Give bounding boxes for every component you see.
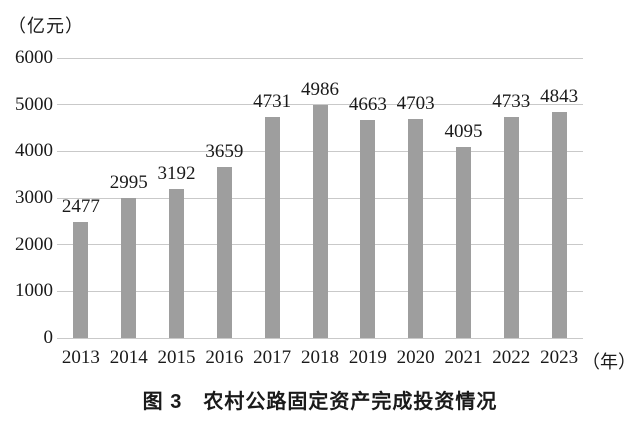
bar-2022	[503, 117, 519, 338]
y-axis-tick-6000: 6000	[15, 47, 53, 68]
y-axis-unit-label: （亿元）	[8, 16, 84, 36]
x-axis-tick-2019: 2019	[348, 347, 387, 368]
bar-2018	[312, 105, 328, 338]
y-axis-tick-3000: 3000	[15, 187, 53, 208]
bar-2013	[73, 222, 89, 338]
bar-2019	[360, 120, 376, 338]
bar-value-label-2019: 4663	[348, 94, 387, 116]
bar-value-label-2023: 4843	[540, 85, 579, 107]
bar-value-label-2022: 4733	[492, 91, 531, 113]
bar-2021	[455, 146, 471, 338]
bar-value-label-2014: 2995	[109, 172, 148, 194]
x-axis-tick-2015: 2015	[157, 347, 196, 368]
bar-value-label-2018: 4986	[301, 79, 339, 101]
bar-2017	[264, 117, 280, 338]
gridline-5000	[57, 104, 583, 106]
x-axis-tick-2013: 2013	[61, 347, 100, 368]
x-axis-unit-label: （年）	[582, 352, 636, 372]
bar-value-label-2015: 3192	[157, 163, 196, 185]
bar-value-label-2017: 4731	[253, 91, 292, 113]
x-axis-tick-2020: 2020	[396, 347, 435, 368]
y-axis-tick-1000: 1000	[15, 280, 53, 302]
y-axis-tick-0: 0	[43, 327, 54, 348]
x-axis-tick-2021: 2021	[444, 347, 483, 368]
bar-value-label-2016: 3659	[205, 141, 244, 163]
y-axis-tick-4000: 4000	[15, 140, 53, 162]
y-axis-tick-5000: 5000	[15, 93, 53, 115]
x-axis-tick-2018: 2018	[301, 347, 339, 368]
bar-value-label-2020: 4703	[396, 92, 435, 114]
bar-value-label-2021: 4095	[444, 120, 483, 142]
figure-caption: 图 3 农村公路固定资产完成投资情况	[142, 391, 498, 413]
bar-2014	[121, 198, 137, 338]
x-axis-tick-2016: 2016	[205, 347, 244, 368]
x-axis-tick-2014: 2014	[109, 347, 148, 368]
bar-2023	[551, 111, 567, 338]
bar-2015	[169, 189, 185, 338]
bar-2020	[408, 118, 424, 338]
gridline-6000	[57, 57, 583, 59]
plot-area: 2477 2995 3192 3659 4731 4986 4663 4703 4095 4733…	[57, 57, 583, 339]
gridline-0	[57, 337, 583, 339]
x-axis-tick-2017: 2017	[253, 347, 292, 368]
x-axis-tick-2022: 2022	[492, 347, 531, 368]
x-axis-tick-2023: 2023	[540, 347, 579, 368]
bar-2016	[216, 167, 232, 338]
y-axis-tick-2000: 2000	[15, 233, 53, 255]
bar-value-label-2013: 2477	[61, 196, 100, 218]
